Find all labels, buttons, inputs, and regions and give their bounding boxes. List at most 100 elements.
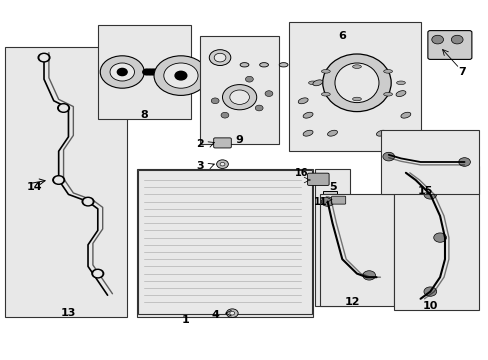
Ellipse shape bbox=[376, 130, 386, 136]
Bar bbox=[137, 169, 312, 317]
Circle shape bbox=[38, 53, 50, 62]
Circle shape bbox=[154, 56, 207, 95]
Circle shape bbox=[325, 238, 334, 245]
Circle shape bbox=[220, 162, 224, 166]
Text: 7: 7 bbox=[457, 67, 465, 77]
Bar bbox=[381, 130, 478, 194]
Ellipse shape bbox=[240, 63, 248, 67]
Ellipse shape bbox=[383, 93, 392, 96]
Text: 10: 10 bbox=[422, 301, 437, 311]
Circle shape bbox=[156, 69, 163, 75]
Circle shape bbox=[146, 69, 154, 75]
Circle shape bbox=[60, 105, 67, 111]
Circle shape bbox=[321, 197, 333, 206]
Circle shape bbox=[209, 50, 230, 66]
Ellipse shape bbox=[334, 63, 378, 103]
Bar bbox=[288, 22, 420, 151]
Ellipse shape bbox=[312, 80, 322, 86]
Text: 11: 11 bbox=[313, 197, 327, 207]
Bar bbox=[320, 194, 393, 306]
Bar bbox=[393, 166, 478, 310]
Ellipse shape bbox=[400, 112, 410, 118]
Circle shape bbox=[382, 152, 394, 161]
Bar bbox=[98, 25, 190, 119]
Circle shape bbox=[100, 56, 144, 88]
Circle shape bbox=[458, 158, 469, 166]
Text: 15: 15 bbox=[417, 186, 432, 196]
Circle shape bbox=[53, 176, 64, 184]
Ellipse shape bbox=[383, 69, 392, 73]
Circle shape bbox=[211, 98, 219, 104]
FancyBboxPatch shape bbox=[213, 138, 231, 148]
Circle shape bbox=[175, 71, 186, 80]
Circle shape bbox=[110, 63, 134, 81]
Ellipse shape bbox=[303, 112, 312, 118]
Bar bbox=[298, 173, 305, 313]
Circle shape bbox=[142, 69, 150, 75]
Ellipse shape bbox=[298, 98, 307, 104]
Circle shape bbox=[325, 220, 334, 227]
Circle shape bbox=[92, 269, 103, 278]
Circle shape bbox=[162, 69, 170, 75]
Circle shape bbox=[82, 197, 94, 206]
Circle shape bbox=[433, 233, 446, 242]
Circle shape bbox=[255, 105, 263, 111]
Circle shape bbox=[159, 69, 166, 75]
Ellipse shape bbox=[308, 81, 317, 85]
Ellipse shape bbox=[303, 130, 312, 136]
Ellipse shape bbox=[279, 63, 287, 67]
Text: 3: 3 bbox=[196, 161, 204, 171]
Text: 2: 2 bbox=[196, 139, 204, 149]
FancyBboxPatch shape bbox=[427, 31, 471, 59]
Circle shape bbox=[229, 90, 249, 104]
Text: 6: 6 bbox=[338, 31, 346, 41]
Circle shape bbox=[216, 160, 228, 168]
Circle shape bbox=[55, 177, 62, 183]
Ellipse shape bbox=[321, 69, 329, 73]
Text: 4: 4 bbox=[211, 310, 219, 320]
Circle shape bbox=[214, 53, 225, 62]
Circle shape bbox=[117, 68, 127, 76]
Circle shape bbox=[149, 69, 157, 75]
Circle shape bbox=[84, 199, 92, 204]
Text: 12: 12 bbox=[344, 297, 359, 307]
FancyBboxPatch shape bbox=[307, 173, 328, 185]
Circle shape bbox=[222, 85, 256, 110]
Bar bbox=[322, 191, 337, 292]
FancyBboxPatch shape bbox=[331, 196, 345, 204]
Bar bbox=[141, 173, 148, 313]
Bar bbox=[5, 47, 127, 317]
Ellipse shape bbox=[352, 97, 361, 101]
Ellipse shape bbox=[259, 63, 268, 67]
Circle shape bbox=[245, 76, 253, 82]
Circle shape bbox=[152, 69, 160, 75]
Circle shape bbox=[325, 256, 334, 263]
Circle shape bbox=[362, 271, 375, 280]
Circle shape bbox=[423, 287, 436, 296]
Circle shape bbox=[450, 35, 462, 44]
Ellipse shape bbox=[395, 91, 405, 96]
Circle shape bbox=[399, 168, 411, 177]
Text: 1: 1 bbox=[182, 315, 189, 325]
Ellipse shape bbox=[322, 54, 390, 112]
Circle shape bbox=[221, 112, 228, 118]
Ellipse shape bbox=[352, 65, 361, 68]
Ellipse shape bbox=[321, 93, 329, 96]
Circle shape bbox=[264, 91, 272, 96]
Circle shape bbox=[40, 55, 48, 60]
Text: 16: 16 bbox=[294, 168, 307, 178]
Text: 13: 13 bbox=[61, 308, 76, 318]
Circle shape bbox=[423, 190, 436, 199]
Ellipse shape bbox=[396, 81, 405, 85]
Circle shape bbox=[431, 35, 443, 44]
Text: 5: 5 bbox=[328, 182, 336, 192]
Text: 14: 14 bbox=[26, 182, 42, 192]
Text: 8: 8 bbox=[140, 110, 148, 120]
Bar bbox=[200, 36, 278, 144]
Circle shape bbox=[163, 63, 198, 88]
Circle shape bbox=[226, 309, 238, 318]
Bar bbox=[315, 169, 349, 306]
Ellipse shape bbox=[327, 130, 337, 136]
Text: 9: 9 bbox=[235, 135, 243, 145]
Circle shape bbox=[94, 271, 102, 276]
